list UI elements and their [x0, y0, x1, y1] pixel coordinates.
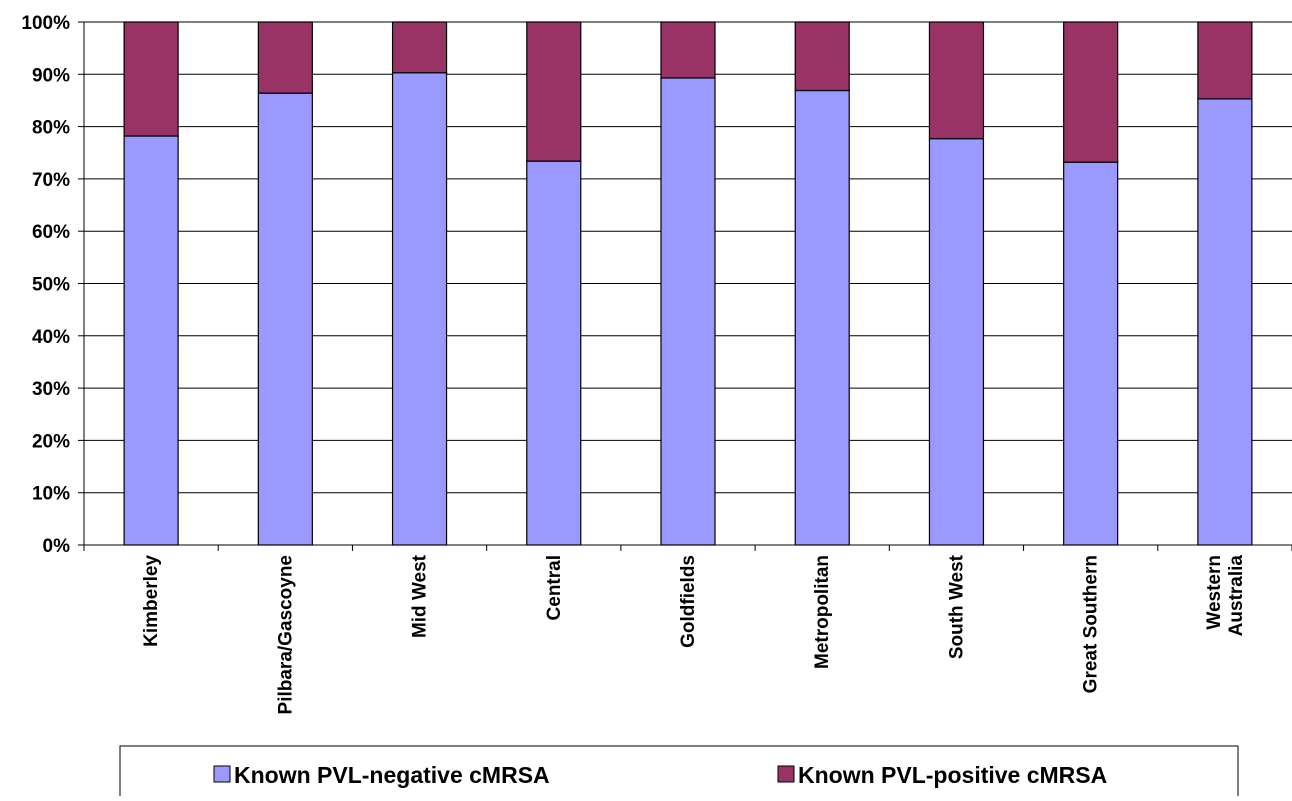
bar-segment-pvl-positive: [257, 21, 313, 94]
y-tick-label: 90%: [32, 65, 70, 86]
bar-segment-pvl-negative: [257, 92, 313, 546]
x-category-label-line: Kimberley: [141, 555, 162, 647]
bar-segment-pvl-negative: [794, 89, 850, 546]
x-category-label-line: Pilbara/Gascoyne: [275, 555, 296, 714]
x-category-label-line: Metropolitan: [812, 555, 833, 669]
x-category-label-line: Central: [544, 555, 565, 620]
bar-segment-pvl-positive: [391, 21, 448, 74]
x-category-label: Central: [544, 555, 565, 620]
y-tick-labels: 0% 10% 20% 30% 40% 50% 60% 70% 80% 90% 100%: [21, 13, 70, 557]
x-category-label: Pilbara/Gascoyne: [275, 555, 296, 714]
y-tick-label: 60%: [32, 222, 70, 243]
bars: [123, 21, 1253, 546]
y-tick-label: 50%: [32, 275, 70, 296]
legend-label: Known PVL-positive cMRSA: [798, 762, 1107, 788]
x-category-label-line: Western: [1204, 555, 1225, 630]
x-category-label-line: Australia: [1226, 555, 1247, 637]
x-category-label-line: South West: [946, 554, 967, 659]
x-category-label: WesternAustralia: [1204, 555, 1247, 637]
x-category-label: Metropolitan: [812, 555, 833, 669]
bar-segment-pvl-negative: [1063, 161, 1119, 546]
bar-segment-pvl-positive: [123, 21, 179, 137]
bar-segment-pvl-positive: [1063, 21, 1119, 163]
bar-segment-pvl-negative: [928, 138, 985, 546]
x-category-label-line: Goldfields: [678, 555, 699, 648]
y-tick-label: 10%: [32, 484, 70, 505]
bar-segment-pvl-positive: [794, 21, 850, 92]
legend-label: Known PVL-negative cMRSA: [234, 762, 550, 788]
legend: Known PVL-negative cMRSA Known PVL-positi…: [119, 745, 1239, 801]
x-category-label: Great Southern: [1081, 555, 1102, 693]
bar-segment-pvl-positive: [1197, 21, 1253, 100]
x-category-label-line: Great Southern: [1081, 555, 1102, 693]
bar-segment-pvl-negative: [526, 160, 582, 546]
bar-segment-pvl-positive: [526, 21, 582, 162]
y-tick-label: 80%: [32, 118, 70, 139]
bar-segment-pvl-positive: [928, 21, 985, 140]
y-tick-label: 40%: [32, 327, 70, 348]
x-category-label: Kimberley: [141, 555, 162, 647]
bar-segment-pvl-negative: [660, 77, 716, 546]
legend-swatch: [213, 765, 231, 783]
axes: [78, 21, 1292, 551]
bar-segment-pvl-negative: [1197, 98, 1253, 546]
bar-segment-pvl-negative: [123, 135, 179, 546]
y-tick-label: 20%: [32, 431, 70, 452]
bar-segment-pvl-positive: [660, 21, 716, 79]
legend-swatch: [777, 765, 795, 783]
x-category-label: Mid West: [410, 554, 431, 638]
x-category-label-line: Mid West: [410, 554, 431, 638]
y-tick-label: 30%: [32, 379, 70, 400]
y-tick-label: 70%: [32, 170, 70, 191]
x-category-labels: Kimberley Pilbara/Gascoyne Mid West Central…: [141, 554, 1247, 714]
y-tick-label: 0%: [43, 536, 71, 557]
x-category-label: Goldfields: [678, 555, 699, 648]
x-category-label: South West: [946, 554, 967, 659]
y-tick-label: 100%: [21, 13, 70, 34]
legend-box: [119, 745, 1239, 801]
bar-segment-pvl-negative: [391, 72, 448, 546]
